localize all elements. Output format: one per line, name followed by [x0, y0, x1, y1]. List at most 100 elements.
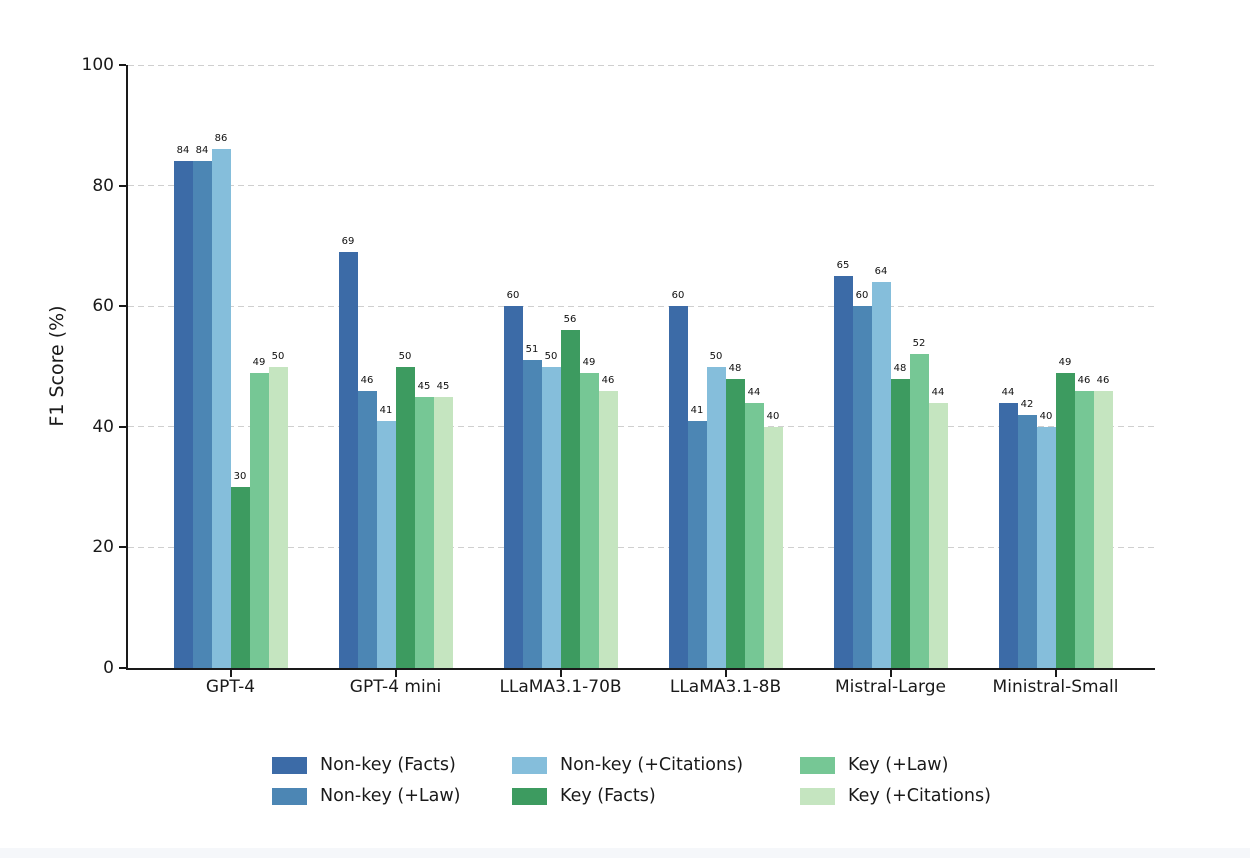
x-tick-mark [1054, 670, 1057, 677]
x-tick-mark [394, 670, 397, 677]
x-axis-line [126, 668, 1155, 670]
y-tick-label: 60 [92, 296, 114, 317]
bar-LLaMA3.1-70B-Non-key (Facts) [503, 306, 523, 668]
bar-value-label: 60 [506, 290, 520, 302]
bar-LLaMA3.1-70B-Key (+Citations) [598, 390, 618, 668]
bar-GPT-4-Key (Facts) [230, 487, 250, 668]
bar-value-label: 52 [912, 338, 926, 350]
bar-GPT-4 mini-Key (+Citations) [433, 396, 453, 668]
legend-swatch [272, 756, 307, 774]
bar-GPT-4 mini-Key (+Law) [414, 396, 434, 668]
bar-value-label: 51 [525, 344, 539, 356]
bar-value-label: 49 [1058, 356, 1072, 368]
bar-Mistral-Large-Non-key (Facts) [833, 276, 853, 668]
legend-item-Key (+Law): Key (+Law) [800, 753, 991, 777]
x-tick-mark [229, 670, 232, 677]
bar-value-label: 44 [1001, 386, 1015, 398]
x-tick-label-Ministral-Small: Ministral-Small [992, 677, 1119, 697]
bar-value-label: 46 [360, 374, 374, 386]
bar-LLaMA3.1-8B-Non-key (+Law) [687, 420, 707, 668]
bar-GPT-4-Non-key (Facts) [173, 161, 193, 668]
legend-column: Key (+Law) Key (+Citations) [800, 753, 991, 815]
y-axis-title: F1 Score (%) [46, 305, 68, 427]
legend-swatch [800, 756, 835, 774]
bar-GPT-4-Key (+Law) [249, 372, 269, 668]
bar-GPT-4 mini-Non-key (+Citations) [376, 420, 396, 668]
legend-swatch [512, 787, 547, 805]
bottom-strip [0, 848, 1250, 858]
legend-item-Key (Facts): Key (Facts) [512, 784, 743, 808]
bar-value-label: 45 [417, 380, 431, 392]
bar-value-label: 46 [1096, 374, 1110, 386]
bar-Ministral-Small-Key (Facts) [1055, 372, 1075, 668]
x-tick-label-LLaMA3.1-8B: LLaMA3.1-8B [669, 677, 782, 697]
legend-item-Non-key (+Citations): Non-key (+Citations) [512, 753, 743, 777]
legend-item-Non-key (Facts): Non-key (Facts) [272, 753, 461, 777]
bar-LLaMA3.1-8B-Non-key (Facts) [668, 306, 688, 668]
legend-column: Non-key (+Citations) Key (Facts) [512, 753, 743, 815]
y-tick-label: 100 [81, 55, 114, 75]
x-tick-mark [889, 670, 892, 677]
y-tick-label: 0 [103, 658, 114, 678]
legend-item-Non-key (+Law): Non-key (+Law) [272, 784, 461, 808]
bar-value-label: 48 [893, 362, 907, 374]
bar-LLaMA3.1-8B-Non-key (+Citations) [706, 366, 726, 668]
bar-Ministral-Small-Non-key (+Citations) [1036, 426, 1056, 668]
bar-Ministral-Small-Key (+Citations) [1093, 390, 1113, 668]
bar-value-label: 50 [709, 350, 723, 362]
bar-GPT-4-Key (+Citations) [268, 366, 288, 668]
y-tick-mark [119, 64, 126, 66]
bar-GPT-4-Non-key (+Citations) [211, 149, 231, 668]
gridline [128, 185, 1155, 187]
bar-value-label: 84 [176, 145, 190, 157]
y-tick-mark [119, 305, 126, 308]
bar-LLaMA3.1-8B-Key (Facts) [725, 378, 745, 668]
bar-Mistral-Large-Non-key (+Citations) [871, 282, 891, 668]
bar-value-label: 50 [398, 350, 412, 362]
y-tick-label: 40 [92, 416, 114, 437]
x-tick-label-Mistral-Large: Mistral-Large [834, 677, 947, 697]
bar-Mistral-Large-Key (+Citations) [928, 402, 948, 668]
x-tick-label-GPT-4 mini: GPT-4 mini [349, 677, 442, 697]
legend-label: Key (+Law) [848, 755, 949, 775]
legend: Non-key (Facts) Non-key (+Law) Non-key (+C… [0, 753, 1250, 823]
bar-LLaMA3.1-70B-Key (+Law) [579, 372, 599, 668]
plot-area: 0 20 40 60 80 100 84 84 86 30 49 50 GPT-4 69 46 41 50 45 4… [82, 55, 1155, 697]
bar-value-label: 30 [233, 471, 247, 483]
y-tick-mark [119, 425, 126, 428]
bar-Ministral-Small-Key (+Law) [1074, 390, 1094, 668]
bar-value-label: 65 [836, 260, 850, 272]
bar-GPT-4 mini-Key (Facts) [395, 366, 415, 668]
bar-value-label: 45 [436, 380, 450, 392]
bar-LLaMA3.1-8B-Key (+Law) [744, 402, 764, 668]
bar-value-label: 49 [252, 356, 266, 368]
gridline [128, 426, 1155, 428]
bar-value-label: 60 [671, 290, 685, 302]
bar-value-label: 41 [690, 404, 704, 416]
y-tick-label: 20 [92, 537, 114, 558]
bar-value-label: 50 [544, 350, 558, 362]
x-tick-mark [559, 670, 562, 677]
bar-Mistral-Large-Non-key (+Law) [852, 306, 872, 668]
bar-Mistral-Large-Key (Facts) [890, 378, 910, 668]
y-axis-line [126, 65, 128, 668]
gridline [128, 64, 1155, 66]
bar-value-label: 40 [766, 410, 780, 422]
y-tick-mark [119, 184, 126, 187]
legend-label: Non-key (+Citations) [560, 755, 744, 775]
bar-value-label: 42 [1020, 398, 1034, 410]
legend-column: Non-key (Facts) Non-key (+Law) [272, 753, 461, 815]
bar-value-label: 84 [195, 145, 209, 157]
x-tick-label-LLaMA3.1-70B: LLaMA3.1-70B [499, 677, 622, 697]
bar-value-label: 50 [271, 350, 285, 362]
bar-Mistral-Large-Key (+Law) [909, 354, 929, 668]
legend-label: Key (Facts) [560, 786, 656, 806]
bar-LLaMA3.1-70B-Key (Facts) [560, 330, 580, 668]
y-tick-mark [119, 667, 126, 669]
legend-item-Key (+Citations): Key (+Citations) [800, 784, 991, 808]
bar-LLaMA3.1-70B-Non-key (+Citations) [541, 366, 561, 668]
gridline [128, 546, 1155, 548]
bar-value-label: 49 [582, 356, 596, 368]
bar-value-label: 60 [855, 290, 869, 302]
